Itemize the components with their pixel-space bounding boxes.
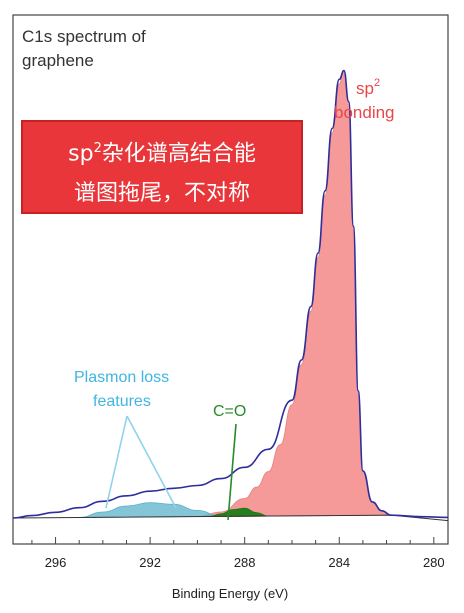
plasmon-pointer-right [126,415,177,509]
chart-title-line-1: C1s spectrum of [22,27,146,46]
envelope-layer [12,69,449,522]
chart-title-line-2: graphene [22,51,94,70]
envelope-line [12,69,449,519]
x-tick-label: 280 [423,555,445,570]
sp2-label-sup: 2 [374,77,380,89]
x-axis-ticks: 296 292 288 284 280 [31,537,445,570]
note-line-2: 谱图拖尾，不对称 [73,181,250,207]
sp2-label: sp2 [356,77,380,98]
background-line [12,514,449,522]
x-tick-label: 288 [234,555,256,570]
co-label: C=O [213,403,246,420]
note-line-1-pre: sp [68,141,94,167]
sp2-label-main: sp [356,79,374,98]
x-tick-label: 284 [328,555,350,570]
co-peak-area [209,507,269,517]
x-axis-label: Binding Energy (eV) [172,586,288,601]
x-tick-label: 292 [139,555,161,570]
plot-frame [12,14,449,545]
note-line-1-sup: 2 [93,141,102,156]
x-tick-label: 296 [45,555,67,570]
plasmon-label-line-2: features [93,393,151,410]
note-line-1-post: 杂化谱高结合能 [101,141,256,167]
note-box: sp2杂化谱高结合能 谱图拖尾，不对称 [21,120,303,214]
note-line-1: sp2杂化谱高结合能 [23,129,301,174]
plasmon-peak-area [79,502,222,518]
co-pointer [227,423,237,521]
sp2-label-bonding: bonding [334,103,395,122]
plasmon-label-line-1: Plasmon loss [74,369,169,386]
plasmon-pointer-left [105,415,128,509]
